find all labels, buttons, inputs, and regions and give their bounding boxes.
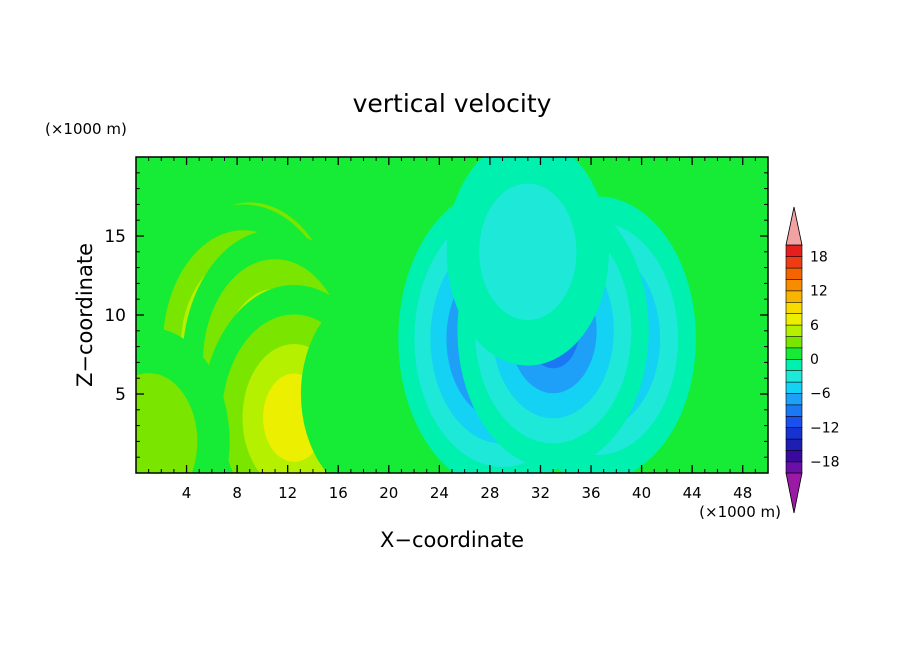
- y-unit-label: (×1000 m): [45, 120, 127, 138]
- x-tick-label: 28: [480, 484, 499, 502]
- colorbar-swatch: [785, 301, 803, 314]
- colorbar-under-triangle: [785, 472, 803, 514]
- colorbar-swatch: [785, 278, 803, 292]
- colorbar-label: −18: [810, 455, 840, 471]
- colorbar-swatch: [785, 244, 803, 257]
- y-tick-label: 15: [104, 227, 126, 247]
- x-tick-label: 20: [379, 484, 398, 502]
- colorbar: 18 12 6 0 −6 −12 −18: [785, 206, 840, 514]
- colorbar-swatch: [785, 427, 803, 440]
- x-tick-label: 8: [232, 484, 242, 502]
- x-tick-label: 48: [733, 484, 752, 502]
- colorbar-swatch: [785, 313, 803, 326]
- x-tick-label: 24: [430, 484, 449, 502]
- colorbar-label: 18: [810, 249, 828, 265]
- y-tick-label: 5: [115, 385, 126, 405]
- y-axis: 5 10 15: [104, 172, 768, 458]
- y-axis-title: Z−coordinate: [73, 243, 97, 387]
- x-unit-label: (×1000 m): [699, 503, 781, 521]
- colorbar-label: 0: [810, 352, 819, 368]
- chart-title: vertical velocity: [353, 89, 552, 118]
- colorbar-swatch: [785, 358, 803, 371]
- colorbar-swatch: [785, 392, 803, 406]
- colorbar-swatch: [785, 256, 803, 269]
- colorbar-swatch: [785, 267, 803, 280]
- contour-band-9-1: [479, 183, 577, 321]
- colorbar-label: 12: [810, 284, 828, 300]
- colorbar-swatch: [785, 347, 803, 360]
- x-tick-label: 16: [329, 484, 348, 502]
- x-axis-title: X−coordinate: [380, 528, 524, 552]
- colorbar-swatch: [785, 404, 803, 417]
- colorbar-swatch: [785, 438, 803, 451]
- colorbar-swatch: [785, 370, 803, 383]
- x-tick-label: 44: [683, 484, 702, 502]
- colorbar-label: −12: [810, 420, 840, 436]
- x-axis: 4 8 12 16 20 24 28 32 36 40 44 48: [148, 157, 756, 502]
- colorbar-label: −6: [810, 386, 831, 402]
- x-tick-label: 4: [182, 484, 192, 502]
- colorbar-swatch: [785, 290, 803, 303]
- x-tick-label: 12: [278, 484, 297, 502]
- colorbar-label: 6: [810, 318, 819, 334]
- contour-band-4-1: [136, 373, 198, 473]
- x-tick-label: 40: [632, 484, 651, 502]
- colorbar-swatch: [785, 335, 803, 349]
- contour-field: [136, 157, 696, 473]
- colorbar-swatch: [785, 324, 803, 337]
- x-tick-label: 32: [531, 484, 550, 502]
- colorbar-over-triangle: [785, 206, 803, 246]
- y-tick-label: 10: [104, 306, 126, 326]
- colorbar-swatch: [785, 449, 803, 463]
- colorbar-swatch: [785, 415, 803, 428]
- x-tick-label: 36: [581, 484, 600, 502]
- colorbar-swatch: [785, 381, 803, 394]
- colorbar-swatch: [785, 461, 803, 474]
